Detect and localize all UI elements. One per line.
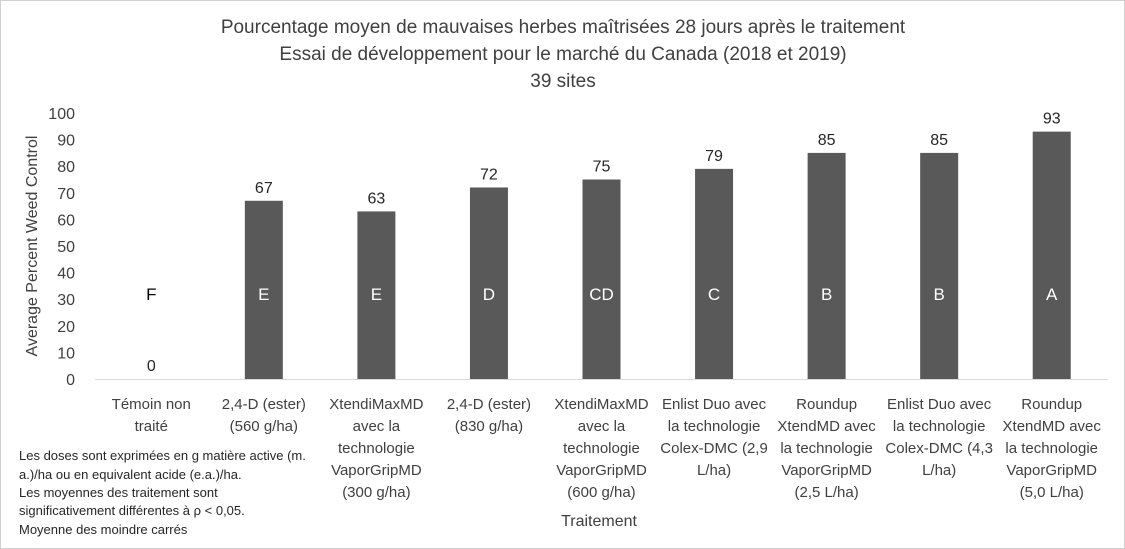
category-label: XtendiMaxMD avec la technologie VaporGripMD… xyxy=(329,396,423,501)
category-label-line: VaporGripMD xyxy=(1006,462,1097,479)
y-tick-label: 40 xyxy=(57,266,75,283)
category-label-line: VaporGripMD xyxy=(556,462,647,479)
category-label: XtendiMaxMD avec la technologie VaporGripMD… xyxy=(554,396,648,501)
y-tick-label: 100 xyxy=(48,106,75,123)
chart-title-line-2: Essai de développement pour le marché du… xyxy=(279,44,846,65)
category-label-line: VaporGripMD xyxy=(331,462,422,479)
data-label: 75 xyxy=(593,159,611,176)
significance-letter: B xyxy=(821,285,832,304)
bar xyxy=(469,187,508,379)
category-label-line: (830 g/ha) xyxy=(455,418,523,435)
category-label-line: Colex-DMC (2,9 xyxy=(660,440,768,457)
category-label-line: avec la xyxy=(578,418,626,435)
category-label-line: VaporGripMD xyxy=(781,462,872,479)
category-label-line: L/ha) xyxy=(697,462,731,479)
bar xyxy=(695,168,734,379)
bar xyxy=(582,179,621,379)
category-label-line: la technologie xyxy=(668,418,761,435)
category-label-line: technologie xyxy=(338,440,415,457)
footnote-line-2: a.)/ha ou en equivalent acide (e.a.)/ha. xyxy=(19,467,242,482)
significance-letter: D xyxy=(483,285,495,304)
category-label-line: (2,5 L/ha) xyxy=(795,484,859,501)
category-label-line: 2,4-D (ester) xyxy=(222,396,306,413)
data-label: 85 xyxy=(930,132,948,149)
y-tick-label: 10 xyxy=(57,345,75,362)
chart-title: Pourcentage moyen de mauvaises herbes ma… xyxy=(221,17,906,92)
category-label-line: (600 g/ha) xyxy=(567,484,635,501)
bar xyxy=(920,152,959,379)
category-label: Enlist Duo avec la technologie Colex-DMC (… xyxy=(885,396,993,479)
category-label-line: (560 g/ha) xyxy=(230,418,298,435)
y-tick-label: 30 xyxy=(57,292,75,309)
category-label-line: avec la xyxy=(353,418,401,435)
footnotes: Les doses sont exprimées en g matière ac… xyxy=(19,448,306,537)
category-label-line: Colex-DMC (4,3 xyxy=(885,440,993,457)
data-label: 63 xyxy=(367,190,385,207)
category-label-line: 2,4-D (ester) xyxy=(447,396,531,413)
significance-letter: F xyxy=(146,285,156,304)
category-label-line: Enlist Duo avec xyxy=(887,396,992,413)
category-label-line: Roundup xyxy=(796,396,857,413)
chart-title-line-1: Pourcentage moyen de mauvaises herbes ma… xyxy=(221,17,906,38)
y-tick-label: 90 xyxy=(57,133,75,150)
category-label: Roundup XtendMD avec la technologie VaporGr… xyxy=(777,396,876,501)
category-label-line: XtendiMaxMD xyxy=(329,396,423,413)
category-label-line: la technologie xyxy=(893,418,986,435)
category-label-line: technologie xyxy=(563,440,640,457)
significance-letter: A xyxy=(1046,285,1058,304)
category-label: Témoin non traité xyxy=(112,396,191,435)
data-label: 85 xyxy=(818,132,836,149)
y-axis-ticks: 0 10 20 30 40 50 60 70 80 90 100 xyxy=(48,106,75,389)
category-label-line: la technologie xyxy=(780,440,873,457)
category-label: Roundup XtendMD avec la technologie VaporGr… xyxy=(1003,396,1102,501)
data-label: 0 xyxy=(147,358,156,375)
category-label-line: XtendMD avec xyxy=(777,418,876,435)
y-tick-label: 70 xyxy=(57,186,75,203)
x-axis-category-labels: Témoin non traité 2,4-D (ester) (560 g/ha) X… xyxy=(112,396,1102,501)
significance-letter: E xyxy=(371,285,382,304)
y-tick-label: 80 xyxy=(57,159,75,176)
category-label-line: L/ha) xyxy=(922,462,956,479)
data-label: 79 xyxy=(705,148,723,165)
y-tick-label: 60 xyxy=(57,212,75,229)
category-label: Enlist Duo avec la technologie Colex-DMC (… xyxy=(660,396,768,479)
significance-letter: C xyxy=(708,285,720,304)
footnote-line-4: significativement différentes à ρ < 0,05… xyxy=(19,503,245,518)
footnote-line-3: Les moyennes des traitement sont xyxy=(19,485,218,500)
category-label-line: (300 g/ha) xyxy=(342,484,410,501)
significance-letter: E xyxy=(258,285,269,304)
y-axis-title: Average Percent Weed Control xyxy=(24,136,41,357)
bar xyxy=(1032,131,1071,379)
category-label-line: XtendiMaxMD xyxy=(554,396,648,413)
footnote-line-1: Les doses sont exprimées en g matière ac… xyxy=(19,448,306,463)
category-label-line: (5,0 L/ha) xyxy=(1020,484,1084,501)
footnote-line-5: Moyenne des moindre carrés xyxy=(19,522,188,537)
category-label-line: Enlist Duo avec xyxy=(662,396,767,413)
y-tick-label: 0 xyxy=(66,372,75,389)
bar xyxy=(807,152,846,379)
y-tick-label: 20 xyxy=(57,319,75,336)
x-axis-title: Traitement xyxy=(561,513,637,530)
category-label: 2,4-D (ester) (560 g/ha) xyxy=(222,396,306,435)
category-label-line: Témoin non xyxy=(112,396,191,413)
category-label-line: XtendMD avec xyxy=(1003,418,1102,435)
category-label-line: Roundup xyxy=(1021,396,1082,413)
significance-letter: B xyxy=(933,285,944,304)
y-tick-label: 50 xyxy=(57,239,75,256)
chart-title-line-3: 39 sites xyxy=(530,71,595,92)
category-label: 2,4-D (ester) (830 g/ha) xyxy=(447,396,531,435)
data-label: 93 xyxy=(1043,111,1061,128)
significance-letter: CD xyxy=(589,285,614,304)
category-label-line: traité xyxy=(135,418,168,435)
bar xyxy=(244,200,283,379)
category-label-line: la technologie xyxy=(1005,440,1098,457)
bars: 0 F 67 E 63 E 72 D 75 CD 79 C 85 B 85 B 93 A xyxy=(146,111,1071,379)
data-label: 67 xyxy=(255,180,273,197)
data-label: 72 xyxy=(480,166,498,183)
bar xyxy=(357,211,396,379)
